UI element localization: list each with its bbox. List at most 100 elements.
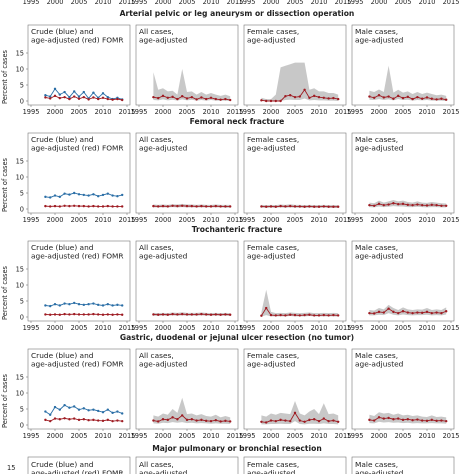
data-point: [377, 94, 381, 97]
data-point: [106, 418, 110, 422]
data-point: [68, 97, 71, 101]
data-point: [224, 313, 227, 316]
data-point: [68, 303, 71, 306]
data-point: [392, 97, 395, 100]
y-tick-label: 0: [20, 97, 24, 105]
ci-band: [261, 62, 339, 101]
x-tick-label: 2000: [155, 324, 172, 332]
data-point: [421, 419, 424, 422]
data-point: [166, 313, 169, 316]
data-point: [63, 95, 66, 99]
data-point: [87, 313, 90, 316]
top-xtick-label: 2005: [71, 0, 88, 6]
chart-panel: All cases, age-adjusted 1995 2000 2005 2010 20…: [131, 24, 243, 116]
x-tick-label: 1995: [23, 432, 40, 440]
data-point: [157, 96, 160, 100]
data-point: [425, 96, 429, 99]
data-point: [166, 205, 169, 208]
data-point: [121, 313, 124, 316]
top-xtick-label: 2010: [311, 0, 328, 6]
data-point: [101, 419, 105, 423]
data-point: [382, 203, 385, 207]
data-point: [116, 313, 119, 316]
x-tick-label: 2010: [95, 324, 112, 332]
data-point: [337, 205, 340, 208]
data-point: [176, 418, 179, 421]
panel-title: Male cases, age-adjusted: [355, 460, 404, 474]
data-point: [49, 413, 52, 416]
panel-title-line: All cases,: [139, 135, 174, 144]
data-point: [161, 94, 165, 98]
data-point: [298, 419, 301, 422]
chart-panel: Crude (blue) and age-adjusted (red) FOMR 0…: [16, 24, 135, 116]
data-point: [440, 419, 443, 422]
panel-title: All cases, age-adjusted: [139, 460, 188, 474]
data-point: [224, 97, 227, 101]
data-point: [200, 204, 203, 208]
chart-panel: Male cases, age-adjusted 1995 2000 2005 2010 2…: [347, 132, 459, 224]
x-tick-label: 2000: [263, 108, 280, 116]
data-point: [425, 310, 429, 314]
y-axis-label: Percent of cases: [1, 373, 9, 428]
data-point: [171, 204, 174, 207]
data-point: [313, 314, 316, 317]
data-point: [87, 419, 90, 422]
panel-title: Crude (blue) and age-adjusted (red) FOMR: [31, 27, 124, 45]
x-tick-label: 2010: [203, 432, 220, 440]
data-point: [152, 313, 155, 316]
data-point: [260, 314, 263, 317]
top-xtick-label: 2010: [419, 0, 436, 6]
x-tick-label: 2010: [311, 432, 328, 440]
x-tick-label: 2015: [335, 108, 352, 116]
top-xtick-label: 2015: [227, 0, 244, 6]
data-point: [332, 205, 335, 208]
data-point: [44, 304, 47, 307]
data-point: [58, 313, 61, 316]
data-point: [260, 205, 263, 208]
data-point: [274, 419, 277, 423]
chart-panel: Male cases, age-adjusted 1995 2000 2005 2010 2…: [347, 348, 459, 440]
top-xtick-label: 2005: [179, 0, 196, 6]
data-point: [111, 194, 114, 197]
data-point: [106, 313, 110, 316]
data-point: [121, 193, 124, 197]
top-xtick-label: 2000: [263, 0, 280, 6]
data-point: [229, 205, 232, 208]
panel-title-line: age-adjusted: [247, 469, 296, 474]
data-point: [387, 416, 390, 420]
data-point: [377, 416, 381, 419]
panel-frame: [27, 132, 131, 214]
data-point: [373, 312, 376, 315]
data-point: [106, 204, 110, 208]
data-point: [44, 410, 47, 413]
data-point: [284, 205, 287, 208]
data-point: [116, 419, 119, 422]
data-point: [190, 95, 193, 99]
y-tick-label: 10: [16, 281, 24, 289]
chart-panel: All cases, age-adjusted 1995 2000 2005 2010 20…: [131, 132, 244, 224]
chart-panel: Male cases, age-adjusted 1995 2000 2005 2010 2…: [347, 240, 459, 332]
data-point: [430, 97, 433, 100]
data-point: [111, 313, 114, 316]
data-point: [219, 420, 222, 423]
data-point: [82, 407, 86, 410]
x-tick-label: 2015: [227, 216, 244, 224]
top-xtick-label: 1995: [347, 0, 364, 6]
panel-frame: [351, 456, 455, 474]
data-point: [269, 99, 273, 103]
x-tick-label: 2000: [263, 432, 280, 440]
data-point: [298, 314, 301, 317]
x-tick-label: 2010: [311, 216, 328, 224]
x-tick-label: 2015: [119, 216, 136, 224]
panel-title-line: All cases,: [139, 243, 174, 252]
data-point: [97, 303, 100, 307]
data-point: [92, 312, 95, 316]
data-point: [185, 97, 189, 100]
data-point: [106, 408, 110, 411]
top-xtick-label: 2015: [443, 0, 460, 6]
data-point: [219, 98, 222, 101]
data-point: [387, 203, 390, 206]
x-tick-label: 2010: [419, 216, 436, 224]
x-tick-label: 2010: [95, 216, 112, 224]
data-point: [421, 311, 424, 315]
